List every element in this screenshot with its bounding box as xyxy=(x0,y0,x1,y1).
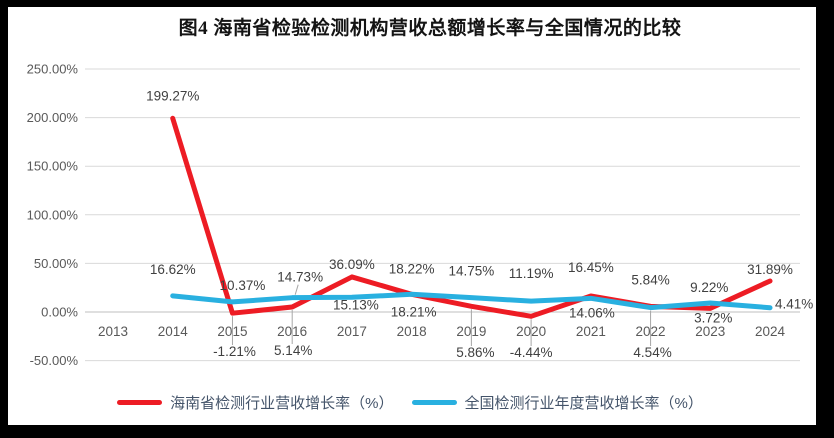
data-label: 199.27% xyxy=(146,88,199,103)
y-tick-label: 100.00% xyxy=(27,207,79,222)
legend-swatch-hainan-line xyxy=(117,400,163,405)
legend-item-national: 全国检测行业年度营收增长率（%） xyxy=(411,392,703,413)
chart-legend: 海南省检测行业营收增长率（%） 全国检测行业年度营收增长率（%） xyxy=(0,392,820,413)
data-label: -4.44% xyxy=(510,345,553,360)
data-label: 4.54% xyxy=(633,345,671,360)
y-tick-label: 200.00% xyxy=(27,110,79,125)
y-tick-label: 0.00% xyxy=(41,305,78,320)
y-tick-label: 50.00% xyxy=(34,256,79,271)
series-line-1 xyxy=(170,291,773,311)
x-tick-label: 2014 xyxy=(158,324,189,339)
x-tick-label: 2024 xyxy=(755,324,786,339)
data-label: -1.21% xyxy=(213,344,256,359)
data-label: 14.06% xyxy=(569,305,615,320)
data-label: 5.14% xyxy=(274,343,312,358)
x-tick-label: 2017 xyxy=(337,324,367,339)
x-tick-label: 2013 xyxy=(98,324,128,339)
data-label: 16.62% xyxy=(150,262,196,277)
x-tick-label: 2023 xyxy=(695,324,725,339)
data-label: 31.89% xyxy=(747,262,793,277)
y-tick-label: 250.00% xyxy=(27,62,79,77)
x-tick-label: 2021 xyxy=(576,324,606,339)
data-label: 11.19% xyxy=(509,266,554,281)
data-label: 18.21% xyxy=(391,304,437,319)
chart-background-panel xyxy=(8,7,816,425)
data-label: 4.41% xyxy=(775,297,813,312)
legend-item-hainan: 海南省检测行业营收增长率（%） xyxy=(117,392,394,413)
chart-title: 图4 海南省检验检测机构营收总额增长率与全国情况的比较 xyxy=(178,18,682,39)
data-label: 9.22% xyxy=(690,280,728,295)
label-leader-line xyxy=(294,284,299,295)
data-label: 18.22% xyxy=(389,261,435,276)
data-label: 16.45% xyxy=(568,260,614,275)
data-label: 5.84% xyxy=(631,272,669,287)
data-label: 15.13% xyxy=(333,297,379,312)
legend-swatch-national-line xyxy=(411,400,457,405)
data-label: 3.72% xyxy=(694,310,732,325)
data-label: 14.75% xyxy=(448,264,494,279)
data-label: 36.09% xyxy=(329,257,375,272)
legend-label-national: 全国检测行业年度营收增长率（%） xyxy=(464,395,703,412)
y-tick-label: -50.00% xyxy=(30,353,79,368)
x-tick-label: 2018 xyxy=(397,324,427,339)
legend-label-hainan: 海南省检测行业营收增长率（%） xyxy=(170,395,394,412)
data-label: 5.86% xyxy=(456,345,494,360)
data-label: 10.37% xyxy=(220,278,266,293)
data-label: 14.73% xyxy=(277,270,323,285)
y-tick-label: 150.00% xyxy=(27,159,79,174)
